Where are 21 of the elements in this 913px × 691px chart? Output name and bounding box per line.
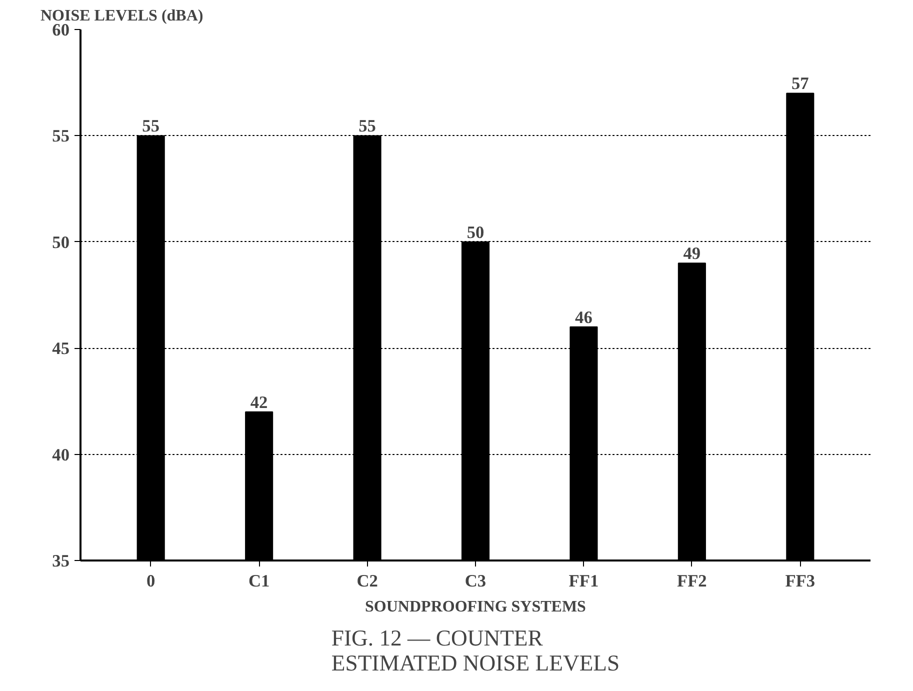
x-tick-label: C2 [356, 572, 378, 590]
data-label: 50 [466, 222, 484, 242]
y-tick-label: 45 [52, 339, 70, 358]
y-tick-label: 40 [52, 445, 70, 464]
x-axis-title: SOUNDPROOFING SYSTEMS [365, 598, 586, 616]
data-label: 55 [142, 116, 160, 136]
x-tick-label: FF3 [785, 572, 816, 590]
x-tick-label: 0 [146, 572, 156, 590]
y-tick-label: 35 [52, 552, 70, 570]
y-tick-label: 50 [52, 232, 70, 252]
data-label: 57 [791, 74, 810, 94]
x-tick-label: FF2 [677, 572, 707, 590]
text: FIG. 12 — COUNTER ESTIMATED NOISE LEVELS [331, 626, 620, 676]
data-label: 42 [250, 392, 268, 412]
y-tick-label: 55 [52, 126, 70, 146]
data-label: 55 [358, 116, 376, 136]
x-tick-label: C3 [464, 572, 486, 590]
data-label: 49 [683, 244, 701, 264]
x-tick-label: C1 [248, 572, 270, 590]
x-tick-label: FF1 [568, 572, 599, 590]
data-label: 46 [575, 308, 593, 327]
